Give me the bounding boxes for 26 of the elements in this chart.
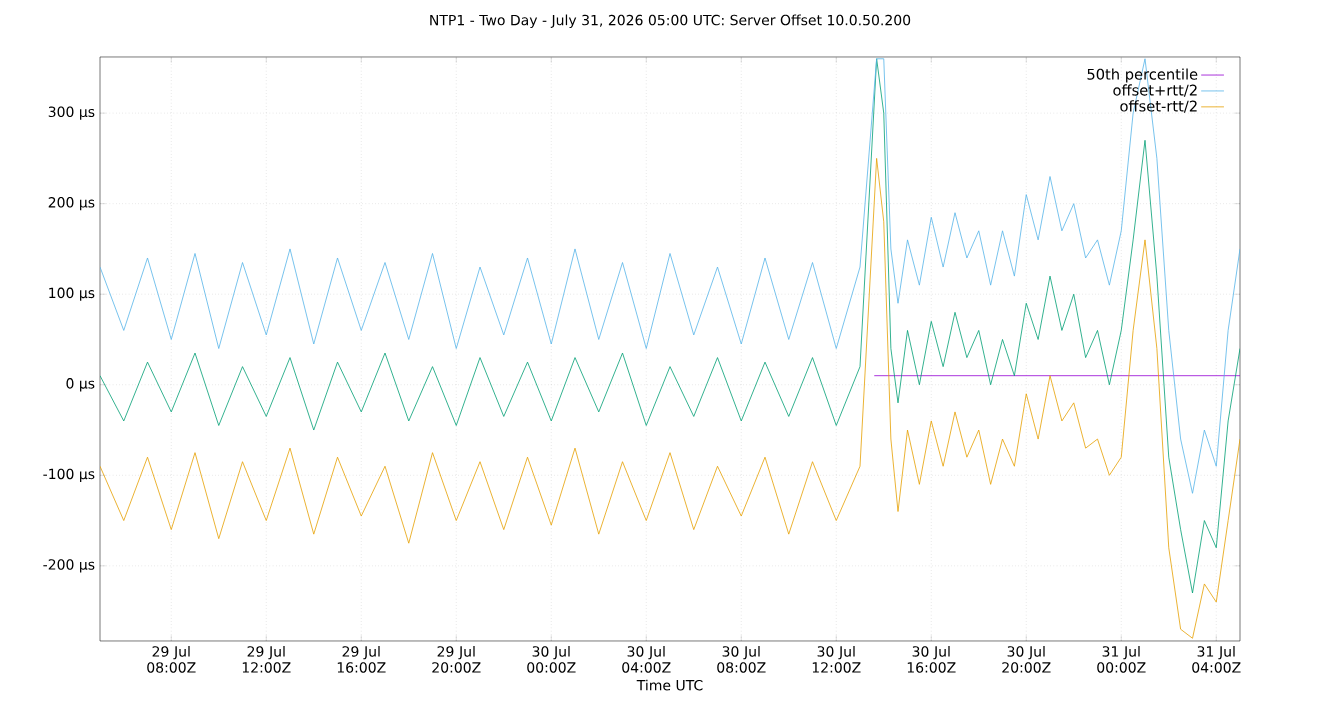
x-tick-label: 30 Jul 12:00Z	[812, 645, 861, 673]
y-tick-label: 100 µs	[49, 287, 95, 301]
legend-label: offset-rtt/2	[1120, 100, 1197, 113]
y-tick-label: 200 µs	[48, 197, 95, 211]
x-tick-label: 29 Jul 12:00Z	[242, 645, 291, 673]
x-tick-label: 29 Jul 16:00Z	[337, 645, 386, 673]
x-tick-label: 30 Jul 08:00Z	[717, 645, 766, 673]
x-tick-label: 29 Jul 08:00Z	[147, 645, 196, 673]
y-tick-label: 0 µs	[66, 378, 95, 392]
line-series	[100, 58, 1240, 494]
x-tick-label: 30 Jul 16:00Z	[907, 645, 956, 673]
x-axis-title: Time UTC	[636, 679, 703, 691]
x-tick-label: 30 Jul 04:00Z	[622, 645, 671, 673]
x-tick-label: 30 Jul 00:00Z	[527, 645, 576, 673]
x-tick-label: 31 Jul 00:00Z	[1097, 645, 1146, 673]
legend-label: 50th percentile	[1087, 68, 1198, 83]
x-tick-label: 31 Jul 04:00Z	[1192, 645, 1241, 673]
y-tick-label: -200 µs	[43, 559, 95, 573]
line-series	[100, 157, 1240, 639]
x-tick-label: 29 Jul 20:00Z	[432, 645, 481, 673]
chart-title: NTP1 - Two Day - July 31, 2026 05:00 UTC: Server Offset 10.0.50.200	[430, 14, 911, 29]
x-tick-label: 30 Jul 20:00Z	[1002, 645, 1051, 673]
y-tick-label: -100 µs	[43, 468, 95, 482]
legend-label: offset+rtt/2	[1113, 84, 1197, 97]
line-series	[100, 58, 1240, 594]
y-tick-label: 300 µs	[48, 106, 95, 120]
